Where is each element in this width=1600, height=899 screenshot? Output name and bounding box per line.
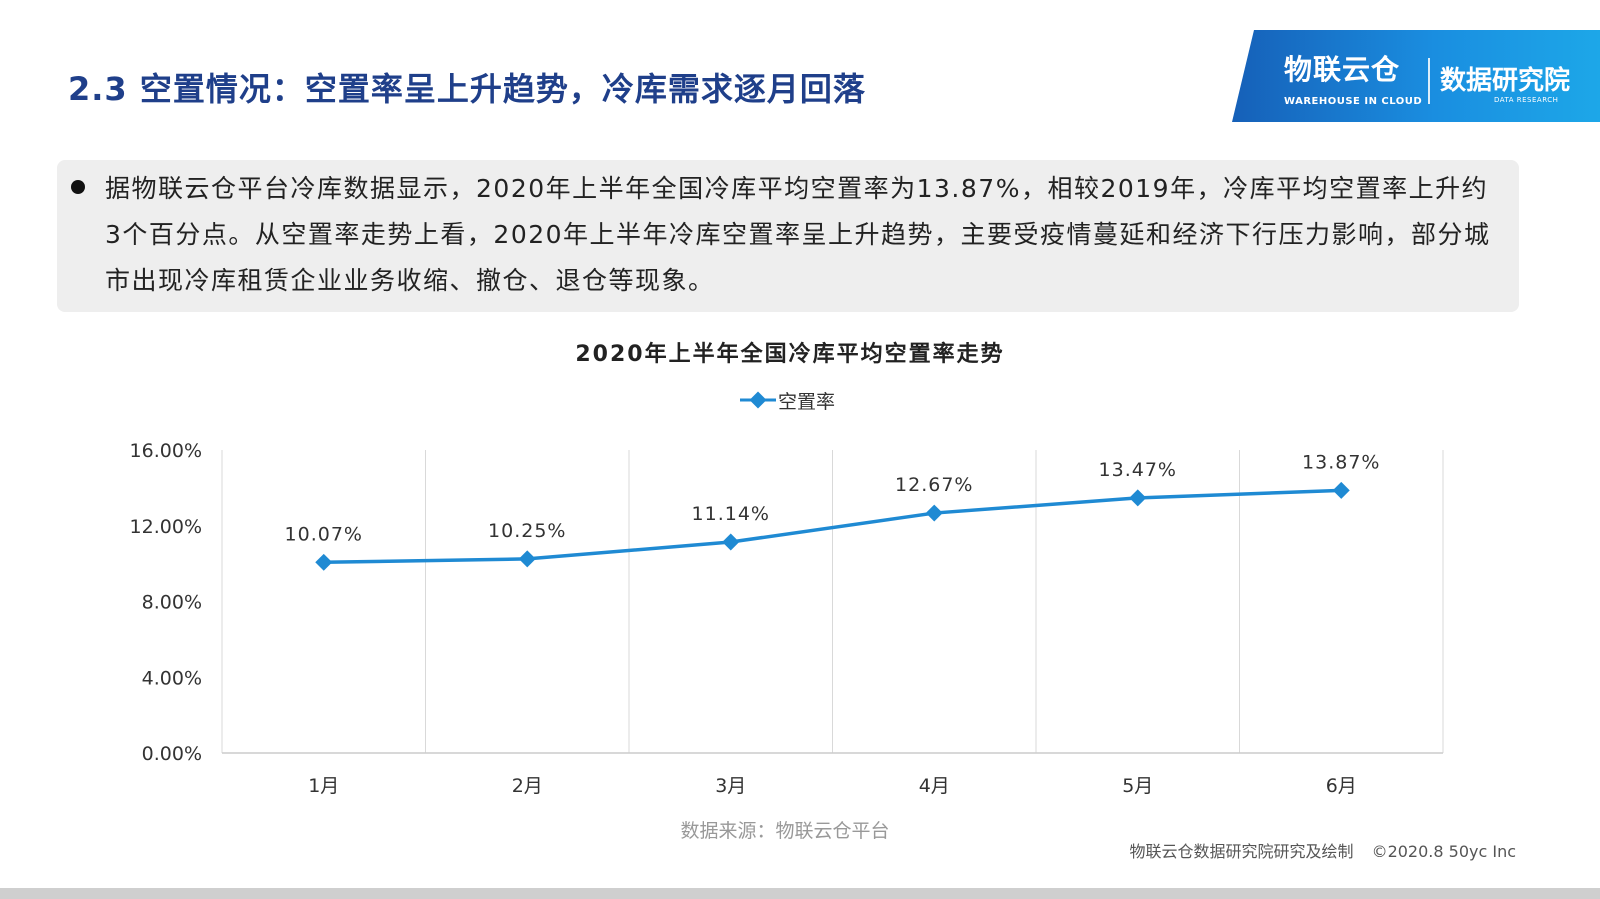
data-label: 13.47% (1099, 459, 1177, 481)
credit-line: 物联云仓数据研究院研究及绘制 ©2020.8 50yc Inc (1112, 838, 1516, 862)
x-tick-label: 2月 (512, 775, 543, 797)
chart-title: 2020年上半年全国冷库平均空置率走势 (575, 342, 1005, 367)
credit-text: 物联云仓数据研究院研究及绘制 (1129, 842, 1354, 861)
y-tick-label: 12.00% (130, 516, 202, 538)
x-tick-label: 4月 (919, 775, 950, 797)
brand-logo: 物联云仓 WAREHOUSE IN CLOUD 数据研究院 DATA RESEA… (1232, 30, 1600, 122)
bottom-bar (0, 888, 1600, 899)
page-title: 2.3 空置情况：空置率呈上升趋势，冷库需求逐月回落 (68, 70, 866, 108)
logo-divider (1428, 58, 1430, 104)
y-tick-label: 4.00% (142, 667, 202, 689)
y-tick-label: 0.00% (142, 743, 202, 765)
data-point (722, 533, 740, 551)
legend-line-marker-icon (740, 391, 776, 409)
logo-brand-sub: WAREHOUSE IN CLOUD (1284, 96, 1423, 107)
data-point (925, 504, 943, 522)
logo-dept-sub: DATA RESEARCH (1494, 96, 1559, 104)
logo-brand: 物联云仓 (1284, 53, 1401, 86)
data-label: 13.87% (1302, 451, 1380, 473)
data-label: 10.25% (488, 520, 566, 542)
data-label: 11.14% (692, 503, 770, 525)
x-tick-label: 6月 (1326, 775, 1357, 797)
legend-label: 空置率 (778, 390, 836, 413)
y-tick-label: 8.00% (142, 592, 202, 614)
summary-box: 据物联云仓平台冷库数据显示，2020年上半年全国冷库平均空置率为13.87%，相… (57, 160, 1519, 312)
data-point (1129, 489, 1147, 507)
chart-legend: 空置率 (740, 386, 835, 414)
x-tick-label: 3月 (715, 775, 746, 797)
data-label: 10.07% (285, 523, 363, 545)
y-tick-label: 16.00% (130, 440, 202, 462)
data-point (315, 553, 333, 571)
bullet-icon (71, 180, 85, 194)
series-line (323, 488, 1342, 565)
x-tick-label: 5月 (1122, 775, 1153, 797)
data-point (1332, 481, 1350, 499)
summary-text: 据物联云仓平台冷库数据显示，2020年上半年全国冷库平均空置率为13.87%，相… (105, 174, 1491, 295)
data-label: 12.67% (895, 474, 973, 496)
logo-dept: 数据研究院 (1440, 66, 1571, 96)
copyright-text: ©2020.8 50yc Inc (1371, 842, 1516, 861)
data-source: 数据来源：物联云仓平台 (680, 820, 890, 842)
x-tick-label: 1月 (308, 775, 339, 797)
data-point (518, 550, 536, 568)
